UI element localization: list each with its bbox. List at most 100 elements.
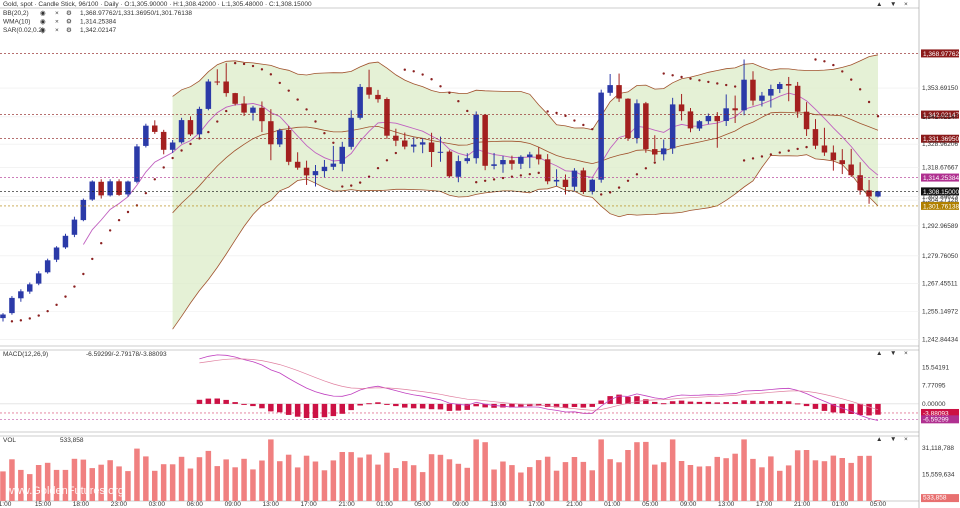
candle[interactable] [0, 314, 6, 319]
candle[interactable] [393, 135, 399, 141]
candle[interactable] [518, 156, 524, 164]
candle[interactable] [803, 111, 810, 130]
candle[interactable] [214, 81, 221, 83]
candle[interactable] [857, 175, 863, 191]
candle[interactable] [616, 85, 622, 99]
candle[interactable] [625, 98, 631, 139]
candle[interactable] [812, 129, 819, 146]
candle[interactable] [866, 190, 872, 197]
candle[interactable] [723, 108, 729, 121]
candle[interactable] [348, 117, 354, 147]
candle[interactable] [53, 247, 60, 260]
candle[interactable] [134, 146, 140, 182]
candle[interactable] [125, 181, 131, 195]
candle[interactable] [357, 86, 363, 118]
candle[interactable] [660, 148, 667, 155]
candle[interactable] [152, 125, 158, 132]
candle[interactable] [285, 130, 292, 162]
candle[interactable] [830, 152, 837, 161]
candle[interactable] [312, 171, 319, 176]
candle[interactable] [366, 87, 372, 95]
candle[interactable] [455, 161, 462, 177]
candle[interactable] [107, 181, 113, 196]
candle[interactable] [482, 114, 488, 166]
candle[interactable] [535, 154, 542, 160]
candle[interactable] [598, 92, 604, 180]
candle[interactable] [794, 85, 801, 112]
candle[interactable] [562, 179, 569, 187]
candle[interactable] [741, 79, 747, 111]
candle[interactable] [419, 142, 426, 145]
candle[interactable] [607, 85, 613, 93]
candle[interactable] [232, 93, 238, 104]
candle[interactable] [696, 121, 703, 129]
candle[interactable] [375, 94, 381, 100]
candle[interactable] [143, 125, 149, 146]
candle[interactable] [44, 260, 51, 273]
volume-pane[interactable]: 533,858 [0, 439, 959, 503]
candle[interactable] [777, 84, 783, 89]
candle[interactable] [27, 284, 33, 292]
candle[interactable] [241, 103, 247, 113]
candle[interactable] [330, 163, 337, 167]
candle[interactable] [821, 145, 828, 153]
candle[interactable] [571, 170, 578, 187]
candle[interactable] [116, 181, 122, 195]
candle[interactable] [9, 297, 15, 314]
candle[interactable] [785, 84, 792, 86]
candle[interactable] [500, 160, 506, 165]
candle[interactable] [303, 167, 310, 176]
candle[interactable] [250, 107, 256, 113]
candle[interactable] [187, 120, 194, 135]
candle[interactable] [705, 116, 712, 122]
candle[interactable] [410, 144, 417, 147]
candle[interactable] [169, 142, 176, 150]
candle[interactable] [732, 108, 738, 111]
candle[interactable] [98, 181, 104, 196]
candle[interactable] [71, 219, 78, 235]
candle[interactable] [750, 79, 756, 101]
candle[interactable] [669, 104, 676, 149]
candle[interactable] [768, 89, 774, 96]
candle[interactable] [589, 179, 596, 192]
candle[interactable] [89, 181, 96, 200]
candle[interactable] [205, 81, 212, 109]
candle[interactable] [437, 151, 444, 153]
candle[interactable] [839, 160, 846, 165]
candle[interactable] [473, 114, 479, 159]
candle[interactable] [714, 116, 721, 122]
candle[interactable] [294, 161, 301, 168]
candle[interactable] [428, 142, 435, 153]
candle[interactable] [277, 130, 283, 145]
candles-layer[interactable] [0, 59, 881, 322]
candle[interactable] [80, 199, 87, 221]
candle[interactable] [464, 158, 471, 162]
candle[interactable] [446, 151, 453, 177]
candle[interactable] [35, 273, 42, 284]
candle[interactable] [491, 164, 497, 166]
macd-pane[interactable]: -3.88093-6.59299 [0, 354, 959, 424]
candle[interactable] [848, 164, 854, 176]
candle[interactable] [321, 166, 328, 172]
candle[interactable] [553, 179, 560, 182]
candle[interactable] [544, 159, 551, 182]
candle[interactable] [402, 140, 408, 147]
candle[interactable] [759, 95, 765, 101]
candle[interactable] [634, 103, 640, 139]
candle[interactable] [678, 104, 685, 112]
candle[interactable] [580, 170, 587, 192]
candle[interactable] [643, 103, 649, 150]
candle[interactable] [527, 154, 533, 158]
candle[interactable] [652, 149, 658, 155]
candle[interactable] [509, 160, 515, 164]
candle[interactable] [875, 191, 881, 197]
candle[interactable] [687, 111, 694, 129]
candle[interactable] [18, 291, 24, 299]
candle[interactable] [178, 120, 185, 143]
candle[interactable] [196, 108, 203, 135]
candle[interactable] [384, 99, 390, 136]
candle[interactable] [223, 81, 229, 94]
candle[interactable] [268, 121, 274, 145]
candle[interactable] [62, 235, 69, 248]
